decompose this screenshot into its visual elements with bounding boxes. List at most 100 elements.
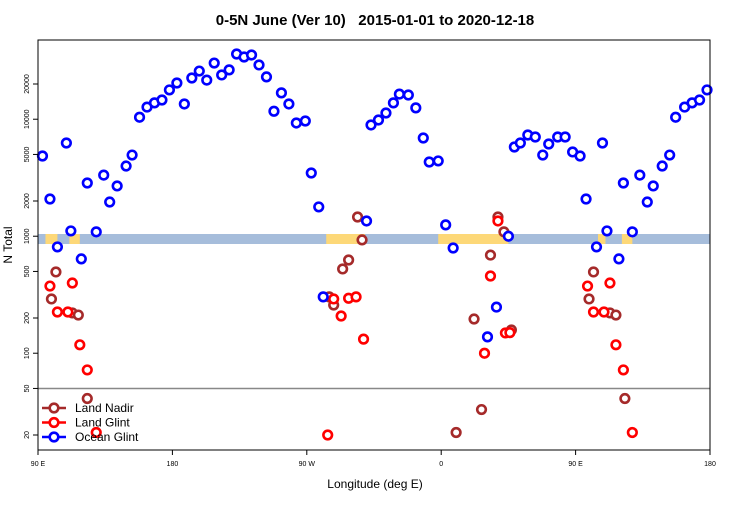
data-point: [81, 364, 93, 376]
y-tick-label: 50: [24, 384, 31, 392]
x-tick-label: 90 W: [299, 461, 316, 468]
series-land-glint: [44, 215, 638, 441]
data-point: [178, 98, 190, 110]
data-point: [417, 132, 429, 144]
data-point: [670, 111, 682, 123]
land-segment: [438, 234, 509, 244]
data-point: [423, 156, 435, 168]
data-point: [468, 313, 480, 325]
data-point: [350, 291, 362, 303]
data-point: [208, 57, 220, 69]
data-point: [701, 84, 713, 96]
land-segment: [326, 234, 366, 244]
data-point: [50, 266, 62, 278]
data-point: [529, 131, 541, 143]
series-ocean-glint: [36, 48, 713, 343]
data-point: [610, 309, 622, 321]
legend-marker: [48, 431, 60, 443]
data-point: [245, 49, 258, 61]
data-point: [356, 234, 368, 246]
data-point: [186, 72, 198, 84]
data-point: [583, 293, 595, 305]
chart-title: 0-5N June (Ver 10) 2015-01-01 to 2020-12…: [216, 12, 535, 29]
data-point: [313, 201, 325, 213]
data-point: [647, 180, 659, 192]
data-point: [90, 226, 102, 238]
data-point: [62, 306, 74, 318]
x-tick-label: 180: [167, 461, 179, 468]
data-point: [504, 327, 516, 339]
data-point: [74, 339, 86, 351]
data-point: [478, 347, 491, 359]
data-point: [604, 277, 616, 289]
data-point: [372, 114, 385, 126]
data-point: [36, 150, 49, 162]
data-point: [90, 426, 102, 439]
y-tick-label: 200: [24, 312, 31, 324]
data-point: [617, 177, 629, 189]
data-point: [574, 150, 586, 162]
x-tick-label: 90 E: [568, 461, 583, 468]
data-point: [447, 242, 459, 254]
data-point: [351, 211, 364, 223]
data-point: [120, 160, 132, 172]
data-point: [402, 89, 414, 101]
x-tick-label: 90 E: [31, 461, 46, 468]
land-segment: [69, 234, 80, 244]
data-point: [502, 230, 515, 242]
data-point: [598, 306, 610, 318]
data-point: [81, 177, 93, 189]
land-segment: [621, 234, 633, 244]
data-point: [335, 310, 347, 322]
data-point: [81, 392, 93, 405]
data-point: [393, 88, 405, 100]
data-point: [387, 97, 400, 109]
data-point: [60, 137, 72, 149]
data-point: [601, 225, 613, 237]
data-point: [514, 137, 526, 149]
data-point: [44, 193, 56, 205]
data-point: [171, 77, 183, 89]
data-point: [450, 426, 462, 439]
legend-item: Land Glint: [42, 416, 130, 430]
data-point: [481, 331, 494, 343]
y-tick-label: 5000: [24, 147, 31, 163]
data-point: [492, 215, 504, 227]
data-point: [201, 74, 213, 86]
series-land-nadir: [45, 211, 631, 439]
data-point: [360, 215, 373, 227]
data-point: [45, 293, 58, 305]
data-point: [111, 180, 123, 192]
x-axis: 90 E 180 90 W 0 90 E 180: [31, 450, 716, 468]
data-point: [380, 107, 392, 119]
data-point: [664, 149, 676, 161]
data-point: [290, 117, 302, 129]
y-tick-label: 100: [24, 347, 31, 359]
y-tick-label: 1000: [24, 228, 31, 244]
data-point: [484, 249, 497, 261]
data-point: [268, 105, 280, 117]
data-point: [98, 169, 110, 181]
data-point: [104, 196, 116, 208]
data-point: [613, 253, 625, 265]
data-point: [260, 71, 273, 83]
data-point: [322, 429, 334, 441]
data-point: [641, 196, 653, 208]
data-point: [337, 263, 349, 275]
y-tick-label: 2000: [24, 193, 31, 209]
data-point: [581, 280, 594, 292]
data-point: [610, 339, 622, 351]
y-tick-label: 10000: [24, 109, 31, 129]
data-point: [223, 64, 235, 76]
data-point: [283, 98, 295, 110]
data-point: [72, 309, 84, 321]
data-point: [126, 149, 138, 161]
data-point: [626, 226, 638, 238]
data-point: [596, 137, 609, 149]
data-point: [193, 65, 205, 77]
data-point: [75, 253, 87, 265]
x-tick-label: 0: [439, 461, 443, 468]
data-point: [619, 392, 631, 405]
land-segment: [45, 234, 58, 244]
